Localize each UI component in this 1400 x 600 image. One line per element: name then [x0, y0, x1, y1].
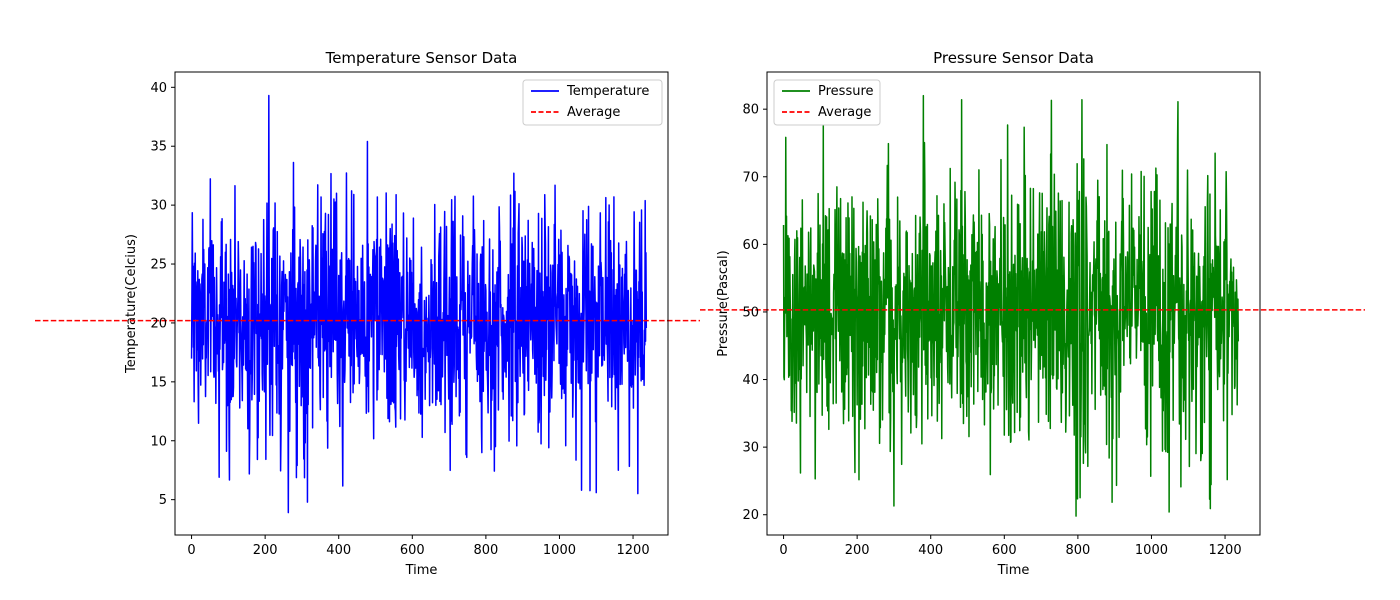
axes-frame: [174, 71, 669, 536]
x-tick-label: 200: [845, 543, 870, 558]
legend-label-average: Average: [567, 105, 620, 120]
plot-area: 0 200 400 600 800 1000 1200 20 30 40 50 60 70 80: [700, 71, 1365, 558]
y-tick-label: 30: [150, 199, 167, 214]
x-tick-label: 800: [1065, 543, 1090, 558]
legend-label-series: Temperature: [566, 84, 649, 99]
legend-label-series: Pressure: [818, 84, 874, 99]
x-tick-label: 1000: [1135, 543, 1168, 558]
y-tick-label: 20: [742, 508, 759, 523]
x-tick-label: 400: [918, 543, 943, 558]
y-tick-label: 40: [150, 81, 167, 96]
y-tick-label: 15: [150, 375, 167, 390]
plot-area: 0 200 400 600 800 1000 1200 5 10 15 20 25 30 35 40: [35, 71, 700, 558]
y-tick-label: 80: [742, 103, 759, 118]
pressure-chart: Pressure Sensor Data Time Pressure(Pasca…: [700, 49, 1365, 578]
y-tick-label: 60: [742, 238, 759, 253]
x-tick-label: 200: [253, 543, 278, 558]
x-tick-label: 1000: [543, 543, 576, 558]
legend: Temperature Average: [522, 79, 663, 126]
x-tick-label: 1200: [617, 543, 650, 558]
axes-frame: [766, 71, 1261, 536]
x-tick-label: 0: [187, 543, 195, 558]
y-axis-label: Pressure(Pascal): [716, 250, 731, 356]
y-tick-label: 25: [150, 258, 167, 273]
y-tick-label: 10: [150, 434, 167, 449]
y-tick-label: 35: [150, 140, 167, 155]
legend-label-average: Average: [818, 105, 871, 120]
series-layer: [782, 94, 1240, 517]
temperature-chart: Temperature Sensor Data Time Temperature…: [35, 49, 700, 578]
chart-title: Pressure Sensor Data: [933, 49, 1094, 67]
series-layer: [190, 94, 648, 514]
data-line: [782, 94, 1240, 517]
x-tick-label: 600: [992, 543, 1017, 558]
chart-title: Temperature Sensor Data: [325, 49, 518, 67]
x-axis-label: Time: [405, 563, 438, 578]
x-tick-label: 800: [473, 543, 498, 558]
y-axis-label: Temperature(Celcius): [124, 234, 139, 374]
x-tick-label: 0: [779, 543, 787, 558]
data-line: [190, 94, 648, 514]
y-tick-label: 30: [742, 441, 759, 456]
x-tick-label: 400: [326, 543, 351, 558]
x-axis-label: Time: [997, 563, 1030, 578]
y-tick-label: 5: [159, 493, 167, 508]
y-tick-label: 70: [742, 170, 759, 185]
y-tick-label: 20: [150, 316, 167, 331]
x-tick-label: 1200: [1209, 543, 1242, 558]
y-tick-label: 50: [742, 305, 759, 320]
x-tick-label: 600: [400, 543, 425, 558]
y-tick-label: 40: [742, 373, 759, 388]
legend: Pressure Average: [773, 79, 881, 126]
